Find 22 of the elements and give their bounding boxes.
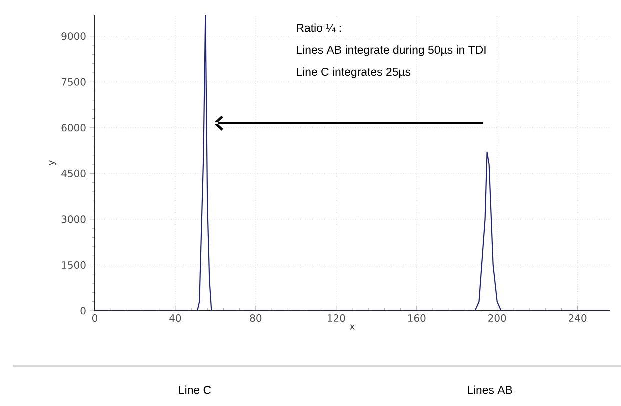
annotation: Lines AB integrate during 50µs in TDI	[297, 46, 486, 56]
x-tick-label: 80	[250, 314, 262, 322]
y-tick-label: 3000	[62, 216, 86, 224]
y-tick-label: 1500	[62, 261, 86, 269]
y-tick-label: 6000	[62, 124, 86, 132]
text: Lines AB	[468, 386, 512, 394]
x-tick-label: 40	[170, 314, 182, 322]
annotation: Ratio ¼ :	[297, 24, 341, 32]
x-tick-label: 120	[328, 314, 346, 322]
y-tick-label: 7500	[62, 78, 86, 86]
x-tick-label: 200	[488, 314, 506, 322]
text: Line C	[179, 386, 212, 394]
x-axis-title: x	[350, 324, 355, 330]
y-tick-label: 4500	[62, 170, 86, 178]
x-tick-label: 160	[408, 314, 426, 322]
y-tick-label: 0	[80, 307, 86, 315]
x-tick-label: 0	[92, 314, 98, 322]
y-axis-title: y	[50, 160, 56, 166]
y-tick-label: 9000	[62, 32, 86, 40]
line-series	[95, 15, 610, 311]
x-tick-label: 240	[569, 314, 587, 322]
annotation: Line C integrates 25µs	[297, 68, 411, 78]
